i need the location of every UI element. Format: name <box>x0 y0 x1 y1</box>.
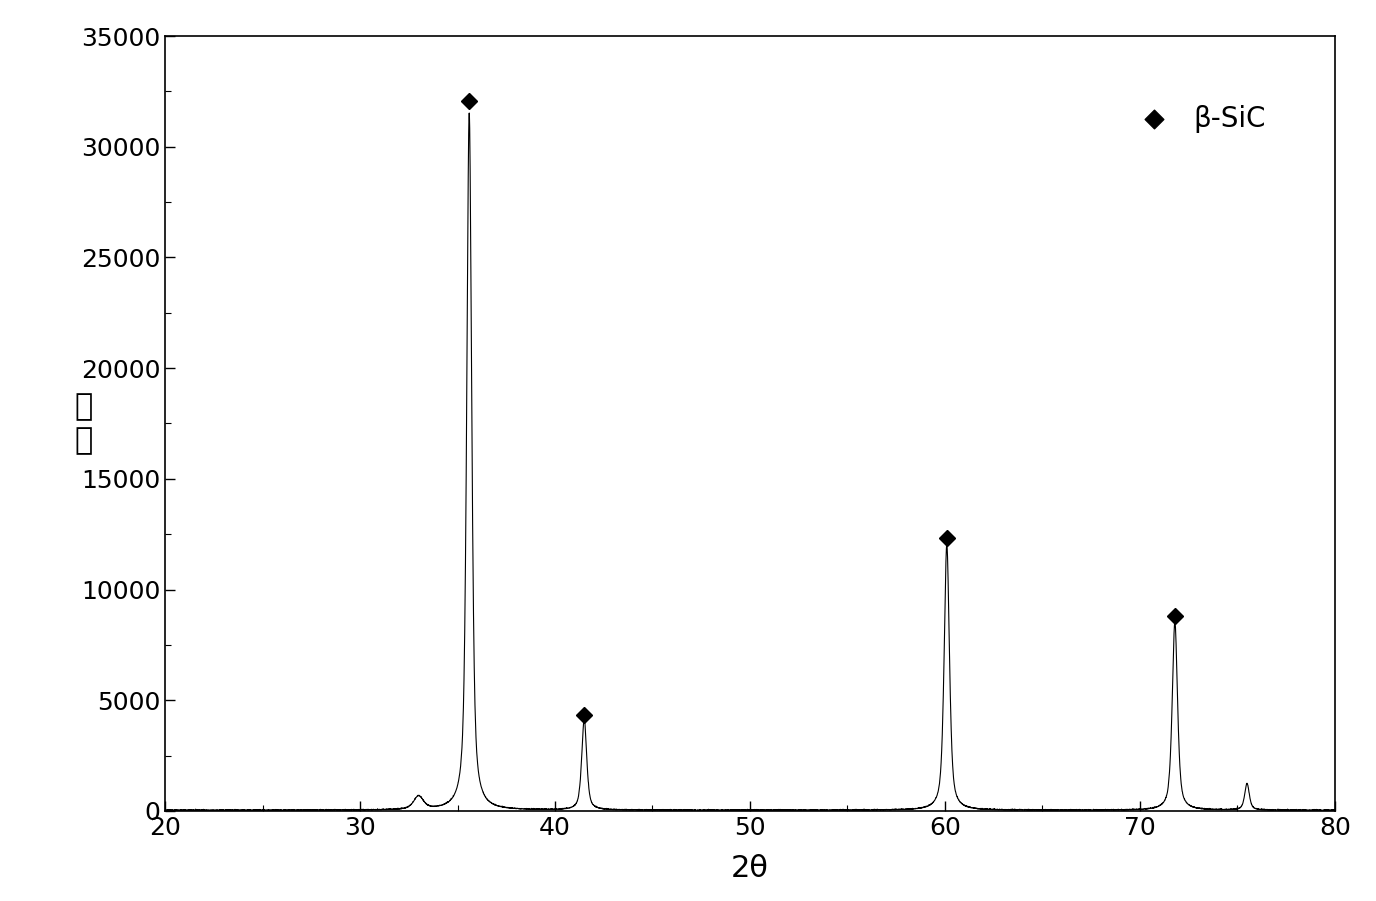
X-axis label: 2θ: 2θ <box>731 853 769 883</box>
Legend: β-SiC: β-SiC <box>1119 96 1274 141</box>
Text: 强
度: 强 度 <box>74 392 92 455</box>
